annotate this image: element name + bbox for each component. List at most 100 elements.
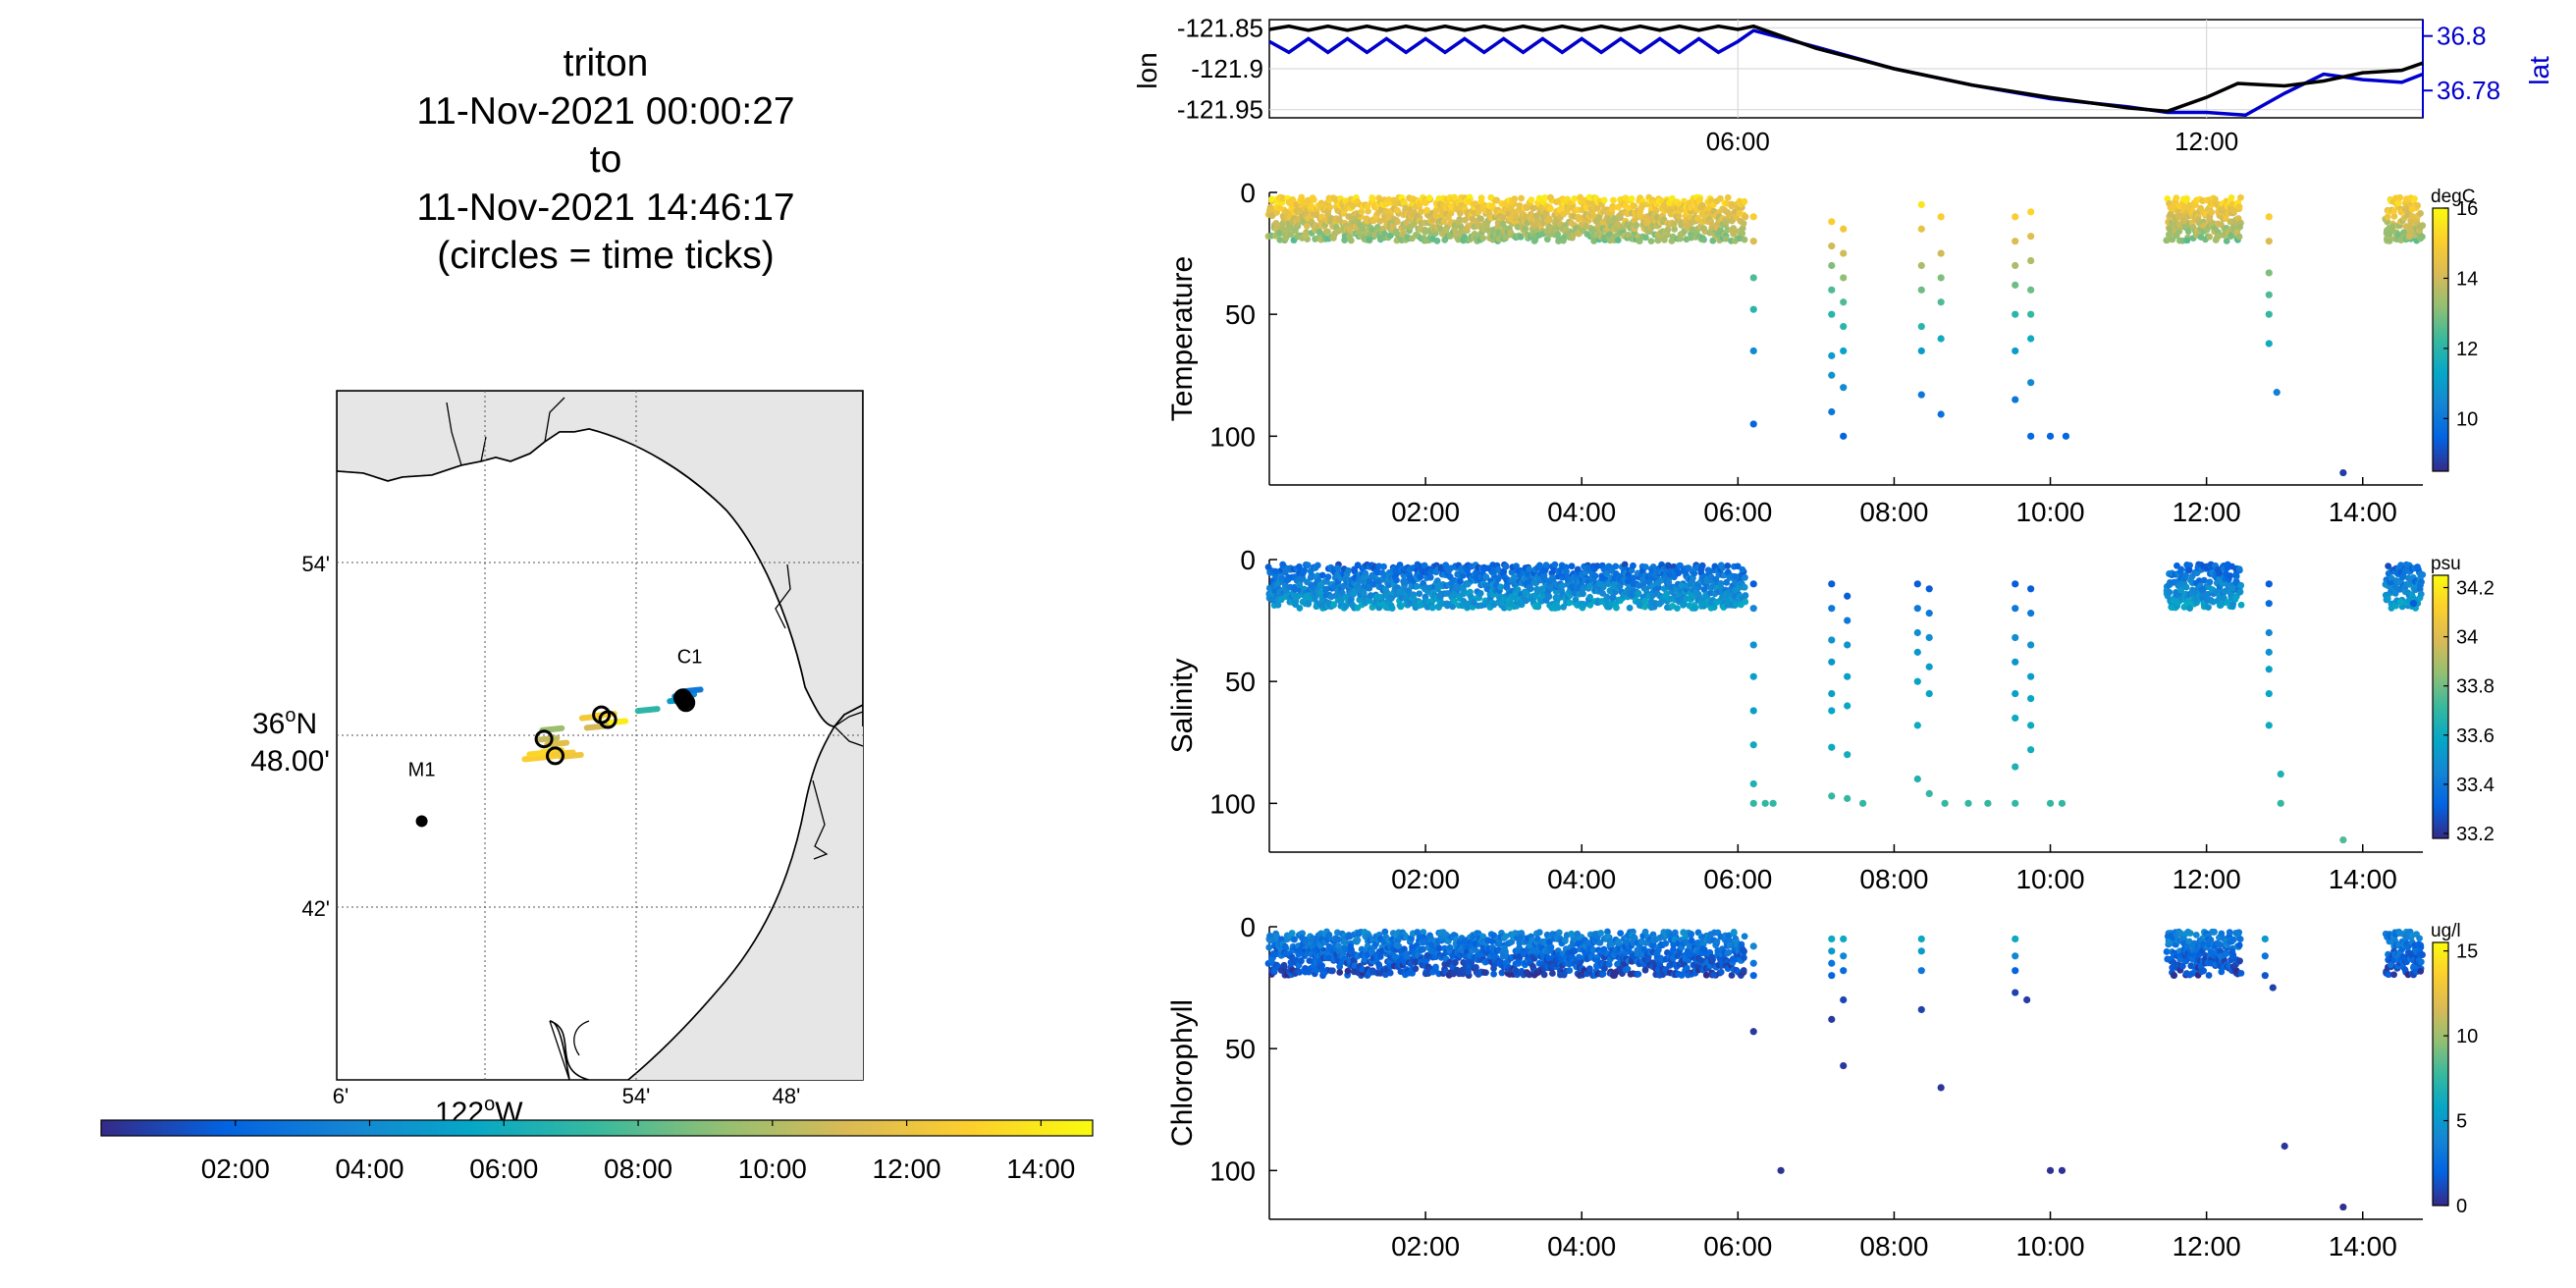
x-tick-label: 14:00 [2329, 497, 2397, 527]
data-point [2208, 208, 2216, 216]
data-point [2411, 195, 2418, 202]
data-point [1534, 602, 1542, 610]
data-point [1533, 935, 1541, 942]
data-point [1700, 225, 1707, 233]
data-point [1859, 799, 1867, 807]
y-tick-label: 50 [1225, 299, 1256, 330]
data-point [2027, 722, 2035, 729]
data-point [1844, 672, 1852, 680]
lon-series-line [1268, 24, 2424, 114]
data-point [1326, 203, 1334, 211]
data-point [1728, 200, 1736, 208]
data-point [1742, 598, 1749, 606]
data-point [1526, 565, 1532, 573]
data-point [1366, 584, 1373, 592]
x-tick-label: 10:00 [2015, 497, 2084, 527]
data-point [1600, 196, 1608, 204]
data-point [1517, 233, 1525, 241]
data-point [1396, 602, 1404, 610]
data-point [1296, 605, 1304, 612]
data-point [1641, 564, 1649, 570]
data-point [2396, 193, 2404, 201]
data-point [1683, 964, 1690, 972]
data-point [2012, 238, 2019, 245]
data-point [1840, 322, 1848, 331]
data-point [1274, 601, 1282, 609]
data-point [1631, 935, 1638, 942]
data-point [1734, 563, 1742, 570]
x-tick-label: 06:00 [1703, 497, 1772, 527]
y-tick-label: 50 [1225, 1034, 1256, 1064]
data-point [1614, 237, 1622, 244]
east-land [628, 726, 863, 1080]
data-point [1671, 226, 1679, 233]
data-point [1451, 193, 1458, 201]
data-point [1749, 799, 1757, 807]
data-point [2223, 238, 2230, 244]
data-point [1917, 200, 1925, 209]
river [549, 1020, 590, 1080]
colorbar-tick-label: 10 [2456, 408, 2478, 430]
data-point [1281, 581, 1289, 589]
data-point [2027, 310, 2035, 318]
data-point [1276, 236, 1284, 243]
data-point [2214, 233, 2222, 240]
data-point [1586, 581, 1594, 589]
lat-series-line [1268, 28, 2424, 118]
data-point [1329, 235, 1337, 242]
data-point [1552, 588, 1560, 596]
data-point [2186, 562, 2194, 569]
data-point [1716, 194, 1724, 202]
data-point [1694, 215, 1701, 222]
data-point [2237, 601, 2245, 609]
data-point [1828, 371, 1836, 379]
data-point [1476, 589, 1484, 597]
data-point [1724, 193, 1732, 201]
data-point [1844, 751, 1852, 759]
data-point [1710, 971, 1718, 979]
data-point [1522, 225, 1530, 233]
lon-tick-label: 48' [773, 1084, 801, 1108]
data-point [1688, 931, 1695, 938]
data-point [1559, 582, 1566, 589]
data-point [1612, 563, 1620, 570]
data-point [2027, 432, 2035, 440]
data-point [1674, 605, 1681, 613]
data-point [1742, 573, 1748, 581]
lon-tick-label: -121.95 [1177, 95, 1263, 125]
data-point [1725, 948, 1733, 956]
data-point [2277, 770, 2284, 778]
data-point [1749, 672, 1757, 680]
data-point [1512, 212, 1520, 220]
data-point [1359, 225, 1367, 233]
data-point [2399, 572, 2407, 580]
y-axis-label: Salinity [1166, 659, 1199, 754]
data-point [1621, 561, 1629, 568]
data-point [1400, 571, 1408, 579]
time-tick-circle [534, 729, 554, 749]
data-point [1309, 194, 1316, 202]
data-point [2182, 571, 2190, 579]
data-point [1502, 563, 1510, 570]
data-point [1554, 947, 1562, 954]
data-point [1455, 219, 1463, 226]
data-point [1345, 566, 1352, 574]
data-point [1502, 933, 1510, 940]
data-point [1556, 206, 1564, 214]
lat-tick-label: 36.78 [2437, 76, 2500, 105]
data-point [1341, 237, 1349, 243]
data-point [1741, 583, 1748, 591]
data-point [1393, 230, 1400, 237]
data-point [1702, 971, 1710, 979]
data-point [1700, 236, 1707, 243]
data-point [1828, 261, 1836, 270]
x-tick-label: 12:00 [2173, 497, 2241, 527]
data-point [1644, 956, 1652, 963]
data-point [1676, 562, 1684, 569]
data-point [2200, 576, 2208, 584]
data-point [1518, 194, 1525, 202]
data-point [1453, 583, 1461, 591]
x-tick-label: 12:00 [2173, 1231, 2241, 1261]
data-point [1336, 969, 1344, 976]
